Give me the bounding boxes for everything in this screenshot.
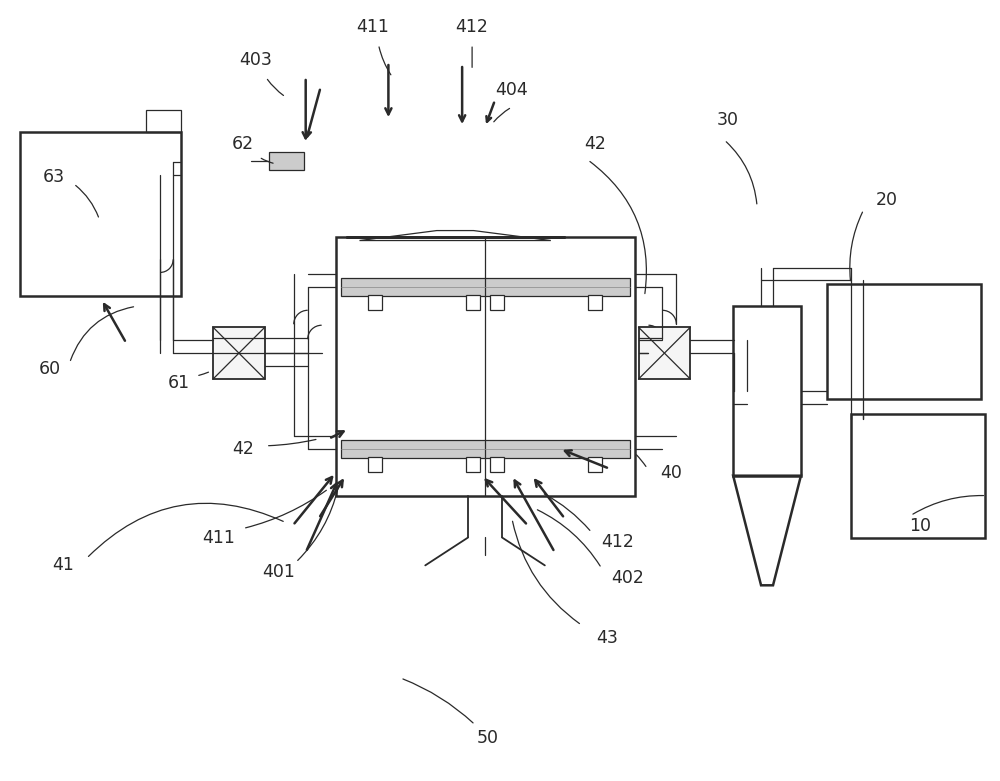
Text: 41: 41 bbox=[53, 556, 74, 574]
Bar bbox=[146, 110, 181, 132]
Bar bbox=[368, 457, 382, 472]
Text: 61: 61 bbox=[168, 374, 190, 392]
Bar bbox=[368, 295, 382, 310]
Text: 50: 50 bbox=[477, 729, 499, 747]
Bar bbox=[851, 414, 985, 538]
Bar bbox=[466, 457, 480, 472]
Text: 30: 30 bbox=[716, 111, 738, 129]
Text: 62: 62 bbox=[232, 135, 254, 153]
Text: 401: 401 bbox=[262, 563, 295, 581]
Bar bbox=[588, 457, 602, 472]
Text: 43: 43 bbox=[597, 629, 619, 647]
Text: 412: 412 bbox=[601, 533, 634, 551]
Bar bbox=[490, 295, 504, 310]
Text: 411: 411 bbox=[203, 530, 235, 547]
Bar bbox=[827, 284, 981, 399]
Text: 42: 42 bbox=[232, 440, 254, 458]
Text: 20: 20 bbox=[876, 191, 898, 209]
Bar bbox=[269, 152, 304, 169]
Bar bbox=[639, 327, 690, 379]
Bar bbox=[733, 306, 801, 476]
Bar bbox=[341, 440, 630, 458]
Bar bbox=[20, 132, 181, 296]
Text: 402: 402 bbox=[611, 569, 644, 587]
Bar bbox=[588, 295, 602, 310]
Bar bbox=[466, 295, 480, 310]
Text: 404: 404 bbox=[496, 81, 528, 99]
Text: 63: 63 bbox=[43, 168, 65, 186]
Bar bbox=[490, 457, 504, 472]
Text: 40: 40 bbox=[660, 464, 682, 482]
Bar bbox=[341, 278, 630, 296]
Bar bbox=[213, 327, 265, 379]
Text: 403: 403 bbox=[239, 52, 272, 70]
Text: 60: 60 bbox=[39, 360, 61, 378]
Text: 412: 412 bbox=[456, 18, 489, 36]
Text: 411: 411 bbox=[356, 18, 389, 36]
Text: 10: 10 bbox=[909, 516, 931, 534]
Text: 42: 42 bbox=[584, 135, 606, 153]
Bar bbox=[336, 237, 635, 496]
